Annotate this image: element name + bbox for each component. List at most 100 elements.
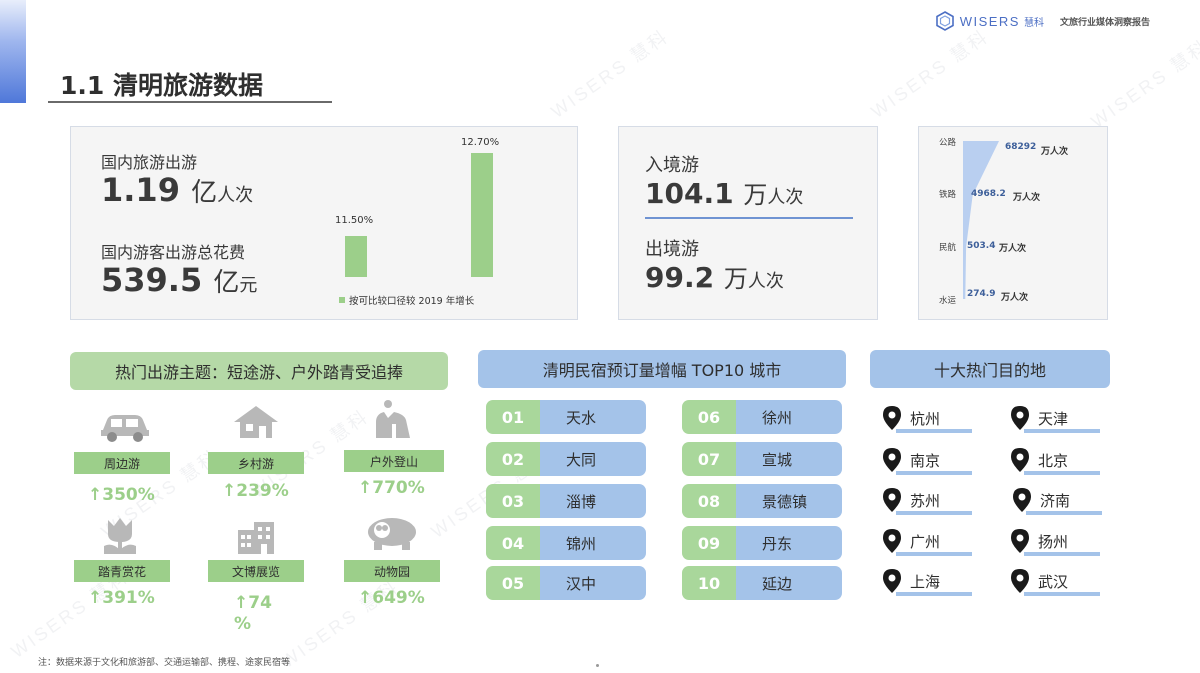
destination-item: 南京 [882,447,974,475]
map-pin-icon [883,448,901,472]
city-row: 01 天水 [486,400,646,434]
trips-unit-big: 亿 [191,178,218,208]
outbound-value: 99.2 万人次 [645,259,784,294]
outbound-number: 99.2 [645,261,715,294]
left-accent-bar [0,0,26,103]
city-name: 天水 [540,400,646,434]
destination-underline [896,511,972,515]
city-rank: 03 [486,484,540,518]
spend-unit-small: 元 [239,275,258,296]
growth-bar-2 [471,153,493,277]
city-rank: 07 [682,442,736,476]
outbound-unit-small: 人次 [747,271,784,292]
brand-header: WISERS 慧科 文旅行业媒体洞察报告 [935,11,1150,31]
wisers-logo-icon [935,11,954,31]
domestic-spend-label: 国内游客出游总花费 [101,243,246,262]
museum-icon [238,522,274,554]
city-row: 05 汉中 [486,566,646,600]
watermark: WISERS 慧科 [867,25,993,122]
city-name: 锦州 [540,526,646,560]
themes-header: 热门出游主题：短途游、户外踏青受追捧 [70,352,448,390]
city-name: 延边 [736,566,842,600]
destination-name: 苏州 [910,492,941,510]
city-name: 大同 [540,442,646,476]
growth-bar-1 [345,235,367,277]
page-indicator [596,664,599,667]
theme-pct-museum-2: % [234,614,252,634]
theme-pct-museum-1: ↑74 [234,593,272,613]
destination-item: 苏州 [882,487,974,515]
map-pin-icon [1011,529,1029,553]
theme-tag-museum: 文博展览 [208,560,304,582]
trips-unit-small: 人次 [217,185,254,206]
destination-name: 武汉 [1038,573,1069,591]
city-rank: 01 [486,400,540,434]
destination-underline [1024,429,1100,433]
city-rank: 08 [682,484,736,518]
destination-underline [896,429,972,433]
destination-item: 杭州 [882,405,974,433]
city-rank: 04 [486,526,540,560]
city-name: 丹东 [736,526,842,560]
city-row: 02 大同 [486,442,646,476]
map-pin-icon [883,529,901,553]
destination-underline [896,552,972,556]
outbound-label: 出境游 [645,239,699,260]
destination-underline [896,592,972,596]
inbound-label: 入境游 [645,155,699,176]
destination-item: 天津 [1010,405,1102,433]
destination-item: 扬州 [1010,528,1102,556]
map-pin-icon [883,569,901,593]
trips-number: 1.19 [101,171,180,209]
destination-underline [1026,511,1102,515]
spend-number: 539.5 [101,261,203,299]
city-row: 09 丹东 [682,526,842,560]
title-underline [48,101,332,103]
city-row: 04 锦州 [486,526,646,560]
card-divider [645,217,853,219]
panda-icon [368,518,416,550]
cities-header: 清明民宿预订量增幅 TOP10 城市 [478,350,846,388]
city-rank: 06 [682,400,736,434]
car-icon [101,415,149,442]
watermark: WISERS 慧科 [1087,35,1200,132]
city-row: 07 宣城 [682,442,842,476]
transport-unit-rail: 万人次 [1013,193,1041,203]
destination-item: 济南 [1012,487,1104,515]
mountain-icon [376,400,410,438]
outbound-unit-big: 万 [723,265,748,293]
legend-swatch [339,297,345,303]
transport-value-water: 274.9 [967,289,996,299]
city-name: 景德镇 [736,484,842,518]
brand-name-cn: 慧科 [1023,17,1044,29]
transport-unit-air: 万人次 [999,244,1027,254]
theme-pct-zoo: ↑649% [358,588,425,608]
transport-label-water: 水运 [939,296,957,306]
destination-item: 北京 [1010,447,1102,475]
footnote: 注：数据来源于文化和旅游部、交通运输部、携程、途家民宿等 [38,658,291,668]
transport-label-rail: 铁路 [939,190,957,200]
theme-tag-hiking: 户外登山 [344,450,444,472]
city-rank: 05 [486,566,540,600]
transport-unit-road: 万人次 [1041,147,1069,157]
destinations-header: 十大热门目的地 [870,350,1110,388]
inbound-unit-big: 万 [743,181,768,209]
spend-unit-big: 亿 [213,268,240,298]
inbound-unit-small: 人次 [767,187,804,208]
map-pin-icon [1011,448,1029,472]
destination-underline [896,471,972,475]
city-rank: 09 [682,526,736,560]
brand-name: WISERS [959,13,1020,29]
city-name: 淄博 [540,484,646,518]
city-rank: 10 [682,566,736,600]
theme-tag-nearby: 周边游 [74,452,170,474]
transport-label-air: 民航 [939,243,957,253]
destination-name: 济南 [1040,492,1071,510]
transport-funnel-chart [963,141,999,299]
domestic-spend-value: 539.5 亿元 [101,261,257,299]
destination-name: 扬州 [1038,533,1069,551]
destination-name: 南京 [910,452,941,470]
transport-value-air: 503.4 [967,241,996,251]
growth-bar-label-1: 11.50% [335,215,374,226]
destination-underline [1024,592,1100,596]
